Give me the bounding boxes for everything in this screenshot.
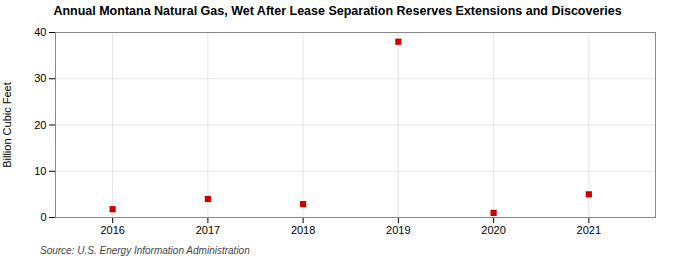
svg-text:20: 20 <box>34 119 46 131</box>
svg-text:2018: 2018 <box>291 224 315 236</box>
svg-text:0: 0 <box>40 211 46 223</box>
svg-text:2019: 2019 <box>386 224 410 236</box>
svg-text:2020: 2020 <box>481 224 505 236</box>
svg-text:40: 40 <box>34 26 46 38</box>
svg-text:30: 30 <box>34 72 46 84</box>
html-text:Source: U.S. Energy Informatio: Source: U.S. Energy Information Administ… <box>40 245 250 256</box>
svg-text:2016: 2016 <box>100 224 124 236</box>
html-text:Annual Montana Natural Gas, We: Annual Montana Natural Gas, Wet After Le… <box>53 4 622 18</box>
svg-text:2021: 2021 <box>577 224 601 236</box>
svg-text:2017: 2017 <box>196 224 220 236</box>
svg-text:Billion Cubic Feet: Billion Cubic Feet <box>1 82 13 168</box>
svg-text:10: 10 <box>34 165 46 177</box>
